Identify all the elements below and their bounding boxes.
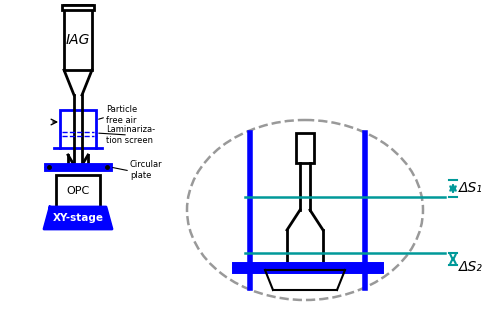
Text: OPC: OPC: [66, 186, 90, 196]
Bar: [62, 5, 94, 10]
Text: ΔS₂: ΔS₂: [459, 260, 483, 274]
Bar: [60, 110, 96, 148]
Text: XY-stage: XY-stage: [52, 213, 104, 223]
Text: Circular
plate: Circular plate: [130, 160, 162, 180]
Bar: [56, 175, 100, 207]
Polygon shape: [44, 207, 112, 229]
Bar: [296, 133, 314, 163]
Text: Particle
free air: Particle free air: [106, 105, 137, 125]
Text: Laminariza-
tion screen: Laminariza- tion screen: [106, 125, 155, 145]
Text: IAG: IAG: [66, 33, 90, 47]
Text: ΔS₁: ΔS₁: [459, 182, 483, 196]
Bar: [64, 5, 92, 70]
